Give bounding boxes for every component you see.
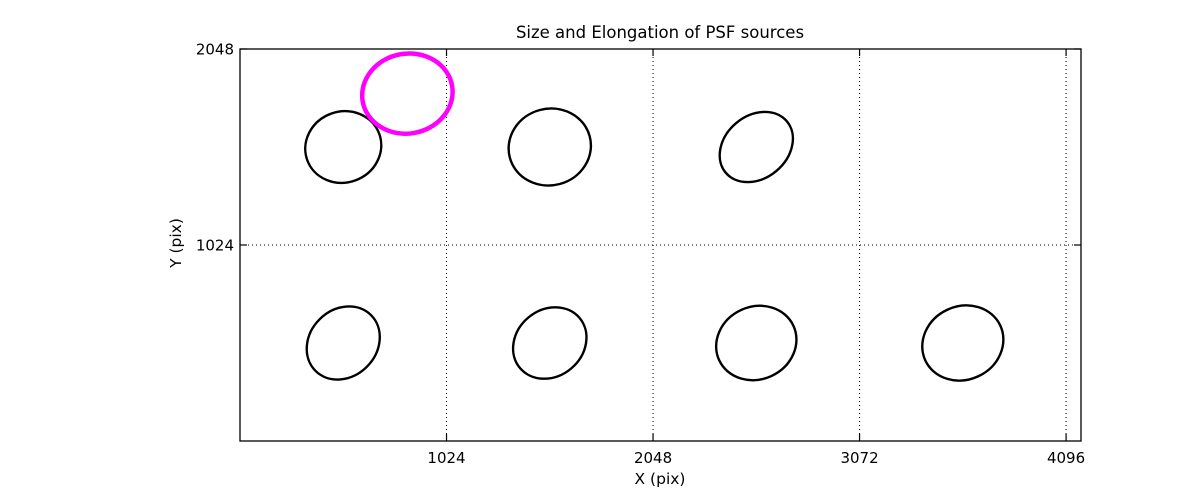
psf-ellipse (921, 304, 1005, 382)
x-tick-label: 4096 (1047, 449, 1085, 467)
x-tick-label: 3072 (840, 449, 878, 467)
psf-ellipse (304, 109, 383, 185)
x-axis-label: X (pix) (635, 470, 686, 488)
x-tick-label: 1024 (427, 449, 465, 467)
data-layer (304, 51, 1005, 382)
y-tick-label: 1024 (196, 237, 234, 255)
flagged-psf-ellipse (359, 51, 455, 136)
x-tick-label: 2048 (634, 449, 672, 467)
y-tick-label: 2048 (196, 41, 234, 59)
psf-ellipse (718, 110, 795, 184)
psf-ellipse (305, 305, 381, 381)
psf-ellipse (511, 306, 588, 380)
chart-title: Size and Elongation of PSF sources (516, 23, 804, 42)
psf-ellipse (714, 304, 798, 382)
tick-layer: 1024 2048 3072 4096 1024 2048 (196, 41, 1085, 468)
y-axis-label: Y (pix) (167, 218, 185, 269)
psf-ellipse (507, 107, 593, 187)
